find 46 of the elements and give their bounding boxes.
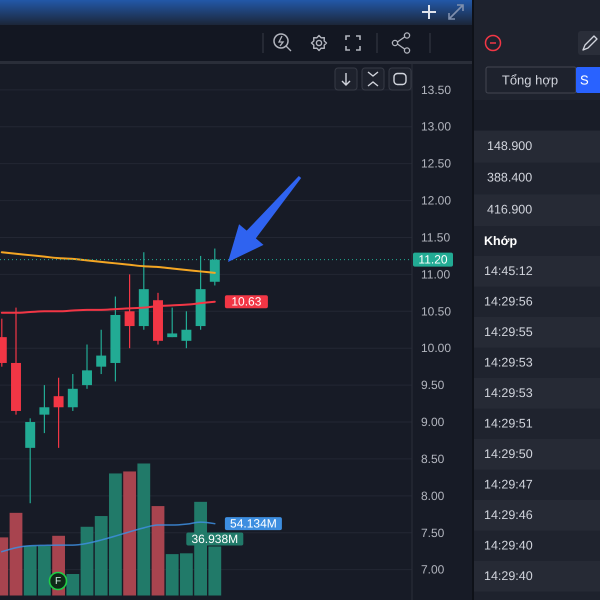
candlestick xyxy=(96,329,106,375)
text: 148.900 xyxy=(487,139,532,153)
candlestick xyxy=(39,384,50,434)
text: 14:29:51 xyxy=(484,416,533,430)
y-tick-label: 10.00 xyxy=(421,341,452,356)
text: 14:29:40 xyxy=(484,569,533,583)
annotation: F xyxy=(54,576,62,587)
bar xyxy=(152,506,164,596)
text: 14:29:56 xyxy=(484,294,533,308)
y-tick-label: 11.50 xyxy=(421,230,450,244)
text: Tổng hợp xyxy=(502,72,558,88)
text: 388.400 xyxy=(487,170,532,185)
text: 14:29:40 xyxy=(484,538,533,552)
bar xyxy=(123,471,136,596)
text: 14:29:53 xyxy=(484,356,533,370)
y-tick-label: 9.00 xyxy=(421,415,445,430)
candlestick xyxy=(54,377,64,448)
text: Khớp xyxy=(484,234,518,248)
y-tick-label: 9.50 xyxy=(421,378,445,392)
y-tick-label: 10.50 xyxy=(421,304,452,318)
data-label: 54.134M xyxy=(230,516,277,531)
y-tick-label: 13.50 xyxy=(421,82,452,97)
y-tick-label: 7.50 xyxy=(421,526,445,540)
candlestick xyxy=(181,310,192,349)
y-tick-label: 8.50 xyxy=(421,452,445,466)
text: 14:29:46 xyxy=(484,508,533,522)
candlestick xyxy=(68,373,78,412)
y-tick-label: 12.00 xyxy=(421,194,452,208)
text: 14:29:47 xyxy=(484,478,533,492)
candlestick xyxy=(82,344,92,390)
y-tick-label: 7.00 xyxy=(421,562,445,577)
y-tick-label: 8.00 xyxy=(421,488,445,503)
text: 14:29:53 xyxy=(484,386,533,400)
text: S xyxy=(580,72,589,88)
data-label: 36.938M xyxy=(191,532,238,546)
y-tick-label: 12.50 xyxy=(421,156,452,171)
candlestick xyxy=(167,307,178,338)
bar xyxy=(137,464,150,596)
text: 14:45:12 xyxy=(484,264,533,278)
y-tick-label: 13.00 xyxy=(421,120,452,134)
text: 14:29:55 xyxy=(484,325,533,339)
text: 416.900 xyxy=(487,202,532,216)
text: 14:29:50 xyxy=(484,447,533,461)
ref-line-label: 11.20 xyxy=(418,252,448,267)
data-label: 10.63 xyxy=(231,294,262,309)
y-tick-label: 11.00 xyxy=(421,267,450,282)
